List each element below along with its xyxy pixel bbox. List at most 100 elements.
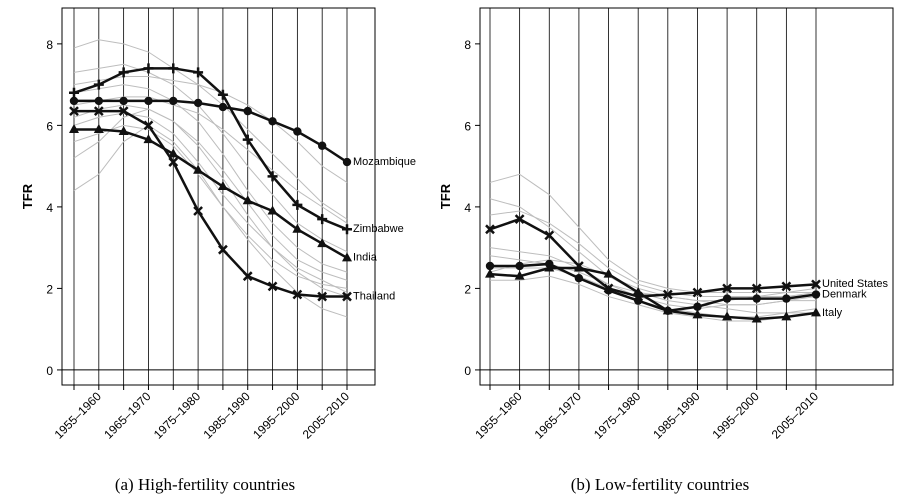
x-tick-label: 1985–1990 — [200, 389, 253, 442]
x-tick-label: 1955–1960 — [52, 389, 105, 442]
background-line — [489, 255, 816, 302]
marker — [604, 286, 613, 295]
marker — [267, 171, 278, 182]
panel: 0 2 4 6 8 TFR 1955–19601965–19701975–19801985–… — [20, 7, 416, 494]
marker — [193, 206, 203, 216]
x-tick-label: 1995–2000 — [709, 389, 762, 442]
marker — [268, 117, 277, 126]
background-line — [73, 108, 348, 298]
marker — [69, 123, 79, 133]
marker — [485, 224, 495, 235]
marker — [692, 309, 703, 319]
series-line — [490, 262, 817, 313]
marker — [118, 125, 129, 135]
marker — [292, 199, 303, 210]
marker — [169, 96, 178, 106]
background-line — [73, 75, 348, 183]
marker — [267, 205, 278, 215]
marker — [168, 63, 179, 74]
marker — [242, 134, 253, 145]
background-line — [73, 124, 348, 289]
y-tick-label: 2 — [46, 282, 53, 296]
series-line — [74, 109, 347, 298]
marker — [292, 289, 303, 300]
series-line — [73, 67, 348, 231]
marker — [781, 281, 792, 292]
marker — [317, 238, 328, 248]
marker — [317, 141, 327, 150]
marker — [193, 164, 204, 174]
y-tick-label: 8 — [464, 38, 471, 52]
background-line — [73, 63, 348, 253]
marker — [243, 106, 252, 116]
series-line — [489, 266, 817, 321]
marker — [69, 106, 79, 116]
marker — [633, 286, 644, 296]
series-label: Italy — [822, 307, 843, 319]
marker — [693, 302, 702, 311]
y-tick-label: 8 — [46, 38, 53, 52]
marker — [93, 79, 104, 90]
marker — [782, 294, 791, 303]
marker — [751, 313, 762, 323]
marker — [811, 279, 821, 290]
series-label: India — [353, 252, 378, 264]
marker — [574, 274, 584, 283]
marker — [242, 271, 253, 282]
series-label: Mozambique — [353, 156, 416, 168]
marker — [94, 96, 104, 106]
x-tick-label: 1965–1970 — [532, 389, 585, 442]
series-label: Denmark — [822, 288, 867, 300]
marker — [342, 157, 352, 167]
marker — [293, 127, 302, 136]
x-tick-label: 1955–1960 — [472, 389, 525, 442]
plot-frame — [479, 7, 894, 386]
y-tick-label: 2 — [464, 282, 471, 296]
marker — [514, 270, 525, 280]
marker — [69, 96, 79, 106]
x-tick-label: 1995–2000 — [250, 389, 303, 442]
y-tick-label: 4 — [46, 201, 53, 215]
marker — [544, 230, 555, 241]
marker — [342, 252, 352, 262]
marker — [662, 289, 673, 300]
x-tick-label: 1975–1980 — [591, 389, 644, 442]
marker — [118, 67, 129, 78]
marker — [692, 287, 703, 298]
marker — [342, 291, 352, 302]
x-tick-label: 2005–2010 — [300, 389, 353, 442]
y-tick-label: 4 — [464, 201, 471, 215]
marker — [93, 123, 104, 133]
marker — [514, 214, 525, 225]
marker — [515, 261, 524, 271]
marker — [217, 89, 228, 100]
marker — [811, 290, 821, 299]
series-line — [74, 128, 348, 259]
marker — [119, 96, 128, 106]
x-tick-label: 1965–1970 — [101, 389, 154, 442]
plot-frame — [61, 7, 376, 386]
x-tick-label: 2005–2010 — [769, 389, 822, 442]
marker — [218, 244, 228, 255]
marker — [485, 261, 495, 271]
marker — [168, 148, 179, 158]
background-line — [489, 210, 817, 298]
x-tick-label: 1975–1980 — [151, 389, 204, 442]
marker — [317, 214, 328, 225]
marker — [573, 262, 584, 272]
marker — [144, 96, 153, 106]
background-line — [73, 39, 348, 220]
series-label: Thailand — [353, 290, 395, 302]
background-line — [73, 112, 348, 293]
marker — [168, 157, 179, 167]
marker — [722, 294, 732, 303]
y-axis-label: TFR — [438, 183, 453, 209]
series-line — [489, 217, 817, 298]
marker — [317, 291, 328, 302]
marker — [485, 268, 495, 278]
marker — [751, 283, 762, 294]
background-line — [73, 96, 348, 224]
background-line — [490, 275, 817, 322]
marker — [662, 305, 673, 315]
